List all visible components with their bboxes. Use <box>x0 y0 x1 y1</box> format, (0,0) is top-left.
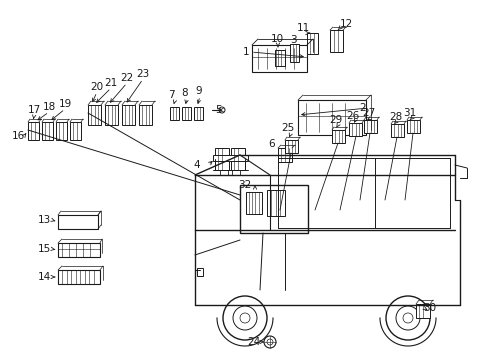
Bar <box>42 122 53 140</box>
Text: 18: 18 <box>42 102 56 112</box>
Text: 17: 17 <box>27 105 41 115</box>
Text: 26: 26 <box>346 111 359 121</box>
Circle shape <box>385 296 429 340</box>
Bar <box>415 304 429 318</box>
Text: 14: 14 <box>37 272 51 282</box>
Bar <box>231 170 240 175</box>
Bar <box>274 50 285 66</box>
Bar <box>285 140 297 153</box>
Bar <box>56 122 67 140</box>
Text: 13: 13 <box>37 215 51 225</box>
Bar <box>245 192 262 214</box>
Text: 27: 27 <box>362 108 375 118</box>
Bar <box>251 45 306 72</box>
Text: 32: 32 <box>238 180 251 190</box>
Text: 1: 1 <box>242 47 249 57</box>
Text: 28: 28 <box>388 112 402 122</box>
Text: 22: 22 <box>120 73 133 83</box>
Text: 21: 21 <box>104 78 118 88</box>
Text: 29: 29 <box>329 115 342 125</box>
Text: 9: 9 <box>195 86 202 96</box>
Circle shape <box>395 306 419 330</box>
Bar <box>289 44 298 62</box>
Bar <box>170 107 179 120</box>
Text: 2: 2 <box>359 103 366 113</box>
Bar <box>278 148 291 162</box>
Bar <box>58 270 100 284</box>
Text: 7: 7 <box>167 90 174 100</box>
Text: 10: 10 <box>270 34 283 44</box>
Bar <box>297 100 365 135</box>
Circle shape <box>219 107 224 113</box>
Text: 11: 11 <box>296 23 309 33</box>
Circle shape <box>264 336 275 348</box>
Text: 5: 5 <box>214 105 221 115</box>
Bar <box>306 33 317 54</box>
Bar <box>139 105 152 125</box>
Bar <box>28 122 39 140</box>
Circle shape <box>232 306 257 330</box>
Bar <box>406 120 419 133</box>
Text: 23: 23 <box>136 69 149 79</box>
Text: 31: 31 <box>403 108 416 118</box>
Bar <box>70 122 81 140</box>
Bar <box>105 105 118 125</box>
Bar <box>348 123 361 136</box>
Bar <box>329 30 342 52</box>
Circle shape <box>402 313 412 323</box>
Text: 15: 15 <box>37 244 51 254</box>
Bar <box>230 148 244 170</box>
Bar <box>122 105 135 125</box>
Bar <box>194 107 203 120</box>
Text: 16: 16 <box>11 131 24 141</box>
Text: 4: 4 <box>193 160 200 170</box>
Text: 25: 25 <box>281 123 294 133</box>
Bar <box>182 107 191 120</box>
Circle shape <box>223 296 266 340</box>
Text: 19: 19 <box>58 99 71 109</box>
Bar <box>220 170 227 175</box>
Text: 20: 20 <box>90 82 103 92</box>
Bar <box>215 148 228 170</box>
Text: 12: 12 <box>339 19 352 29</box>
Bar <box>390 124 403 137</box>
Text: 24: 24 <box>247 337 260 347</box>
Bar <box>266 190 285 216</box>
Circle shape <box>266 339 272 345</box>
Bar <box>363 120 376 133</box>
Text: 3: 3 <box>289 35 296 45</box>
Text: 8: 8 <box>182 88 188 98</box>
Bar <box>240 185 307 233</box>
Text: 30: 30 <box>423 303 436 313</box>
Bar <box>331 130 345 143</box>
Bar <box>213 155 247 161</box>
Circle shape <box>240 313 249 323</box>
Bar <box>197 268 203 276</box>
Bar <box>58 215 98 229</box>
Text: 6: 6 <box>268 139 275 149</box>
Bar <box>58 243 100 257</box>
Bar <box>88 105 101 125</box>
